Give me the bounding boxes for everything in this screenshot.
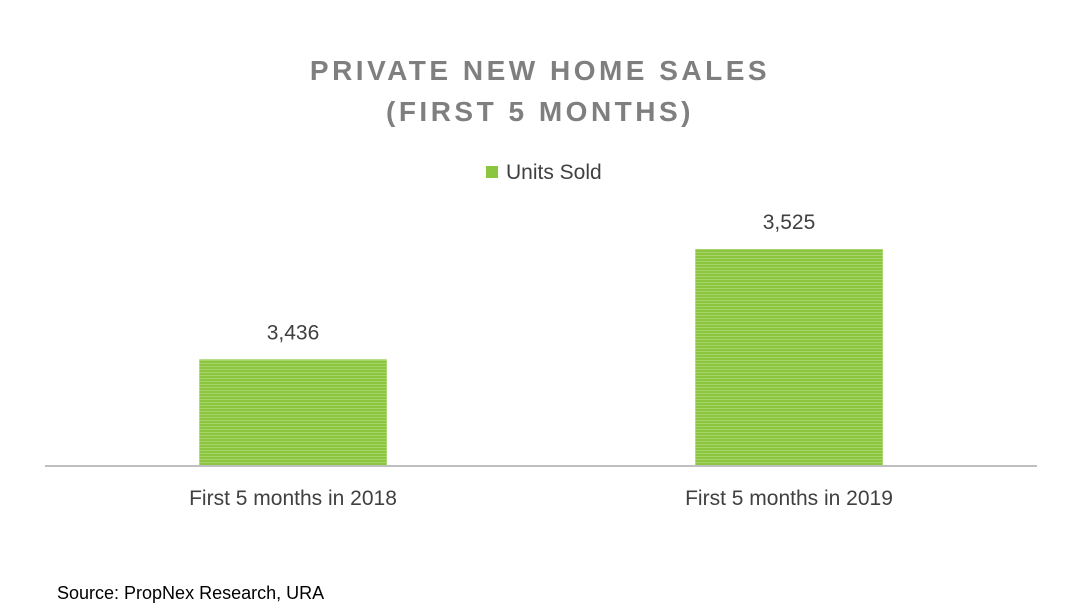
bar-value-label-2: 3,525 [763, 211, 816, 234]
bars-group: 3,436 3,525 [199, 211, 883, 466]
chart-title-line-2: (FIRST 5 MONTHS) [386, 96, 694, 127]
x-axis-tick-labels: First 5 months in 2018 First 5 months in … [189, 487, 893, 510]
bar-1 [199, 359, 387, 466]
chart-title-line-1: PRIVATE NEW HOME SALES [310, 55, 770, 86]
bar-value-label-1: 3,436 [267, 321, 320, 344]
legend-swatch [486, 166, 498, 178]
source-note: Source: PropNex Research, URA [57, 583, 324, 603]
bar-2 [695, 249, 883, 466]
legend: Units Sold [486, 161, 602, 184]
x-tick-label-1: First 5 months in 2018 [189, 487, 397, 510]
legend-label-units-sold: Units Sold [506, 161, 602, 184]
x-tick-label-2: First 5 months in 2019 [685, 487, 893, 510]
